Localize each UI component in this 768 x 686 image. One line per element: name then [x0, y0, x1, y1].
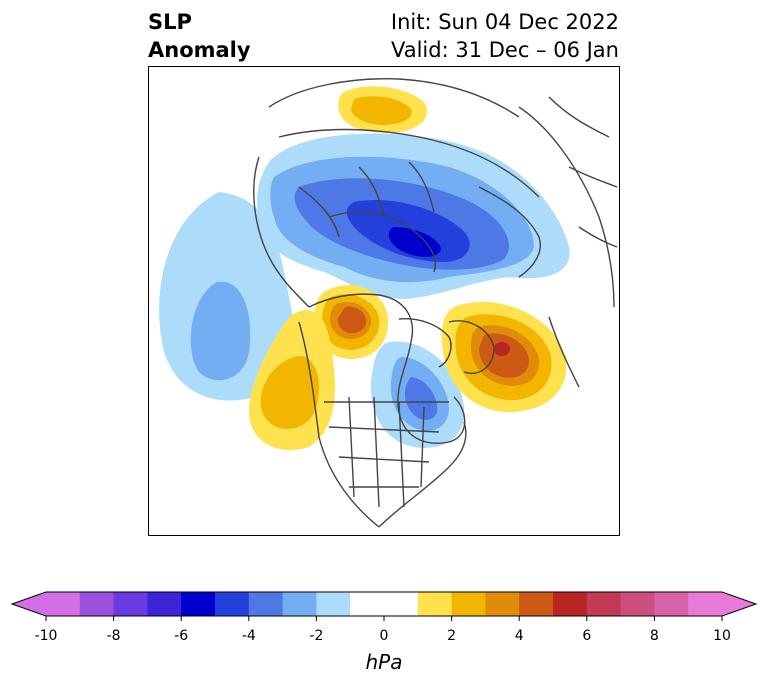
- colorbar-extend-max: [722, 592, 756, 616]
- colorbar-units: hPa: [365, 650, 403, 674]
- greenland-high: [441, 302, 567, 412]
- anomaly-map: [159, 78, 618, 528]
- colorbar-extend-min: [12, 592, 46, 616]
- colorbar-swatch: [384, 592, 419, 616]
- hudson-bay-low: [370, 341, 465, 448]
- colorbar-swatch: [519, 592, 554, 616]
- colorbar-swatch: [620, 592, 655, 616]
- init-date: Init: Sun 04 Dec 2022: [390, 10, 619, 34]
- colorbar-swatch: [417, 592, 453, 616]
- colorbar-swatch: [485, 592, 520, 616]
- colorbar-swatch: [215, 592, 250, 616]
- title-type: Anomaly: [148, 38, 251, 62]
- title-variable: SLP: [148, 10, 192, 34]
- colorbar-tick-label: 4: [514, 628, 524, 644]
- scandinavia-high: [338, 86, 428, 133]
- colorbar-swatch: [654, 592, 689, 616]
- title-left: SLP Anomaly: [148, 8, 251, 64]
- colorbar-swatch: [248, 592, 284, 616]
- colorbar-tick-label: 10: [713, 628, 731, 644]
- colorbar-tick-label: 2: [447, 628, 457, 644]
- colorbar-swatch: [79, 592, 115, 616]
- alaska-high: [314, 284, 389, 360]
- coastlines: [253, 78, 618, 528]
- colorbar-tick-label: -2: [309, 628, 324, 644]
- colorbar-swatch: [451, 592, 486, 616]
- north-pacific-low: [159, 192, 293, 401]
- map-panel: [148, 66, 620, 536]
- arctic-low: [257, 133, 570, 299]
- colorbar-swatch: [282, 592, 317, 616]
- colorbar-swatch: [586, 592, 622, 616]
- colorbar-swatch: [688, 592, 723, 616]
- colorbar-tick-label: 0: [379, 628, 389, 644]
- colorbar-swatch: [316, 592, 351, 616]
- title-right: Init: Sun 04 Dec 2022 Valid: 31 Dec – 06…: [391, 8, 619, 64]
- colorbar-swatch: [350, 592, 385, 616]
- colorbar-tick-label: -6: [174, 628, 189, 644]
- colorbar-swatch: [46, 592, 81, 616]
- valid-period: Valid: 31 Dec – 06 Jan: [390, 38, 619, 62]
- colorbar-swatch: [553, 592, 588, 616]
- colorbar-tick-label: -10: [34, 628, 58, 644]
- colorbar-tick-label: -8: [106, 628, 121, 644]
- colorbar-swatch: [113, 592, 148, 616]
- colorbar-swatch: [147, 592, 182, 616]
- colorbar: [10, 591, 758, 621]
- west-coast-high: [249, 309, 335, 451]
- colorbar-tick-label: 6: [582, 628, 592, 644]
- colorbar-swatch: [181, 592, 216, 616]
- colorbar-tick-label: -4: [241, 628, 256, 644]
- colorbar-tick-label: 8: [649, 628, 659, 644]
